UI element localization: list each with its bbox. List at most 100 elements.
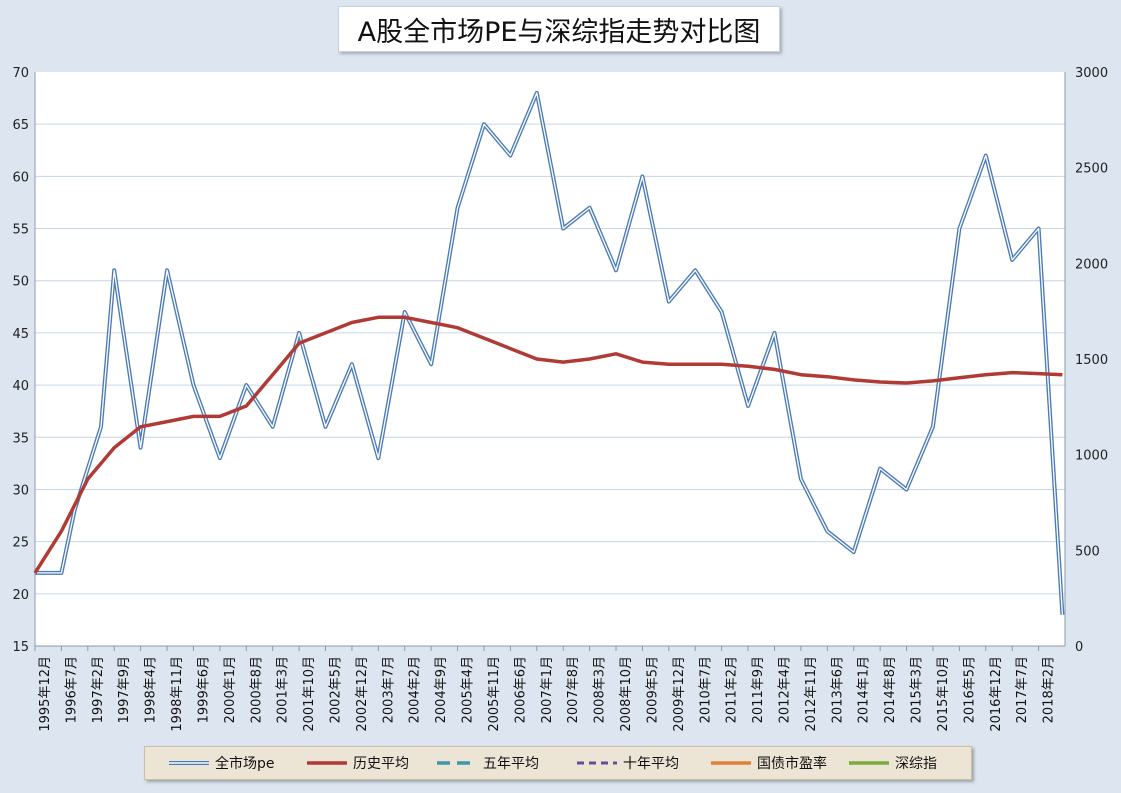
data-point [298, 342, 300, 344]
data-point [694, 269, 696, 271]
data-point [192, 384, 194, 386]
x-tick-label: 1997年2月 [91, 656, 106, 723]
data-point [377, 316, 379, 318]
data-point [404, 316, 406, 318]
data-point [509, 154, 511, 156]
x-tick-label: 1998年4月 [144, 656, 159, 723]
data-point [694, 363, 696, 365]
data-point [747, 365, 749, 367]
data-point [826, 376, 828, 378]
data-point [245, 405, 247, 407]
data-point [483, 123, 485, 125]
x-tick-label: 2007年8月 [566, 656, 581, 723]
x-tick-label: 2007年1月 [540, 656, 555, 723]
x-tick-label: 2008年3月 [593, 656, 608, 723]
x-tick-label: 1995年12月 [38, 656, 53, 732]
legend-item-history-avg: 历史平均 [305, 747, 409, 779]
data-point [932, 426, 934, 428]
x-tick-label: 2002年12月 [355, 656, 370, 732]
x-tick-label: 1998年11月 [170, 656, 185, 732]
x-tick-label: 2011年9月 [751, 656, 766, 723]
legend-item-szse: 深综指 [847, 747, 937, 779]
legend-label-history-avg: 历史平均 [353, 756, 409, 772]
data-point [324, 426, 326, 428]
data-point [509, 347, 511, 349]
data-point [456, 206, 458, 208]
x-tick-label: 2017年7月 [1015, 656, 1030, 723]
y-tick-label: 25 [12, 536, 29, 551]
data-point [720, 311, 722, 313]
data-point [562, 227, 564, 229]
y-tick-label: 35 [12, 431, 29, 446]
data-point [219, 415, 221, 417]
data-point [430, 321, 432, 323]
data-point [588, 206, 590, 208]
x-tick-label: 2011年2月 [725, 656, 740, 723]
legend-item-bond-pe: 国债市盈率 [709, 747, 827, 779]
data-point [641, 175, 643, 177]
data-point [483, 337, 485, 339]
data-point [60, 572, 62, 574]
data-point [985, 154, 987, 156]
x-tick-label: 2012年11月 [804, 656, 819, 732]
data-point [1061, 613, 1063, 615]
data-point [34, 572, 36, 574]
data-point [430, 363, 432, 365]
data-point [1061, 373, 1063, 375]
data-point [958, 227, 960, 229]
legend-swatch-history-avg [307, 761, 347, 765]
y-tick-label: 70 [12, 66, 29, 81]
y-tick-label: 15 [12, 640, 29, 655]
data-point [1037, 227, 1039, 229]
chart-title-text: A股全市场PE与深综指走势对比图 [357, 16, 761, 48]
data-point [113, 269, 115, 271]
data-point [720, 363, 722, 365]
legend-swatch-five-year-avg [437, 761, 477, 765]
y2-tick-label: 500 [1075, 544, 1100, 559]
x-tick-label: 2016年5月 [962, 656, 977, 723]
legend-swatch-bond-pe [711, 761, 751, 765]
x-tick-label: 2005年4月 [461, 656, 476, 723]
y2-tick-label: 2500 [1075, 162, 1108, 177]
x-tick-label: 2016年12月 [989, 656, 1004, 732]
y-tick-label: 65 [12, 118, 29, 133]
y2-tick-label: 3000 [1075, 66, 1108, 81]
y-tick-label: 40 [12, 379, 29, 394]
legend-label-bond-pe: 国债市盈率 [757, 756, 827, 772]
x-tick-label: 2018年2月 [1042, 656, 1057, 723]
legend-swatch-szse [849, 761, 889, 765]
data-point [879, 467, 881, 469]
data-point [615, 269, 617, 271]
legend-item-ten-year-avg: 十年平均 [575, 747, 679, 779]
data-point [853, 379, 855, 381]
data-point [773, 332, 775, 334]
x-tick-label: 2008年10月 [619, 656, 634, 732]
data-point [219, 457, 221, 459]
data-point [853, 551, 855, 553]
data-point [139, 447, 141, 449]
x-tick-label: 1997年9月 [117, 656, 132, 723]
x-tick-label: 2000年8月 [249, 656, 264, 723]
data-point [245, 384, 247, 386]
legend-label-szse: 深综指 [895, 756, 937, 772]
x-tick-label: 2003年7月 [381, 656, 396, 723]
y-tick-label: 50 [12, 275, 29, 290]
legend-swatch-ten-year-avg [577, 761, 617, 765]
x-tick-label: 2004年9月 [434, 656, 449, 723]
y2-tick-label: 1000 [1075, 449, 1108, 464]
x-tick-label: 2005年11月 [487, 656, 502, 732]
data-point [668, 363, 670, 365]
data-point [166, 420, 168, 422]
x-tick-label: 2009年5月 [645, 656, 660, 723]
data-point [113, 447, 115, 449]
x-tick-label: 2014年8月 [883, 656, 898, 723]
x-tick-label: 2001年3月 [276, 656, 291, 723]
x-tick-label: 2012年4月 [777, 656, 792, 723]
x-tick-label: 2015年10月 [936, 656, 951, 732]
data-point [985, 373, 987, 375]
data-point [139, 426, 141, 428]
data-point [932, 380, 934, 382]
data-point [192, 415, 194, 417]
